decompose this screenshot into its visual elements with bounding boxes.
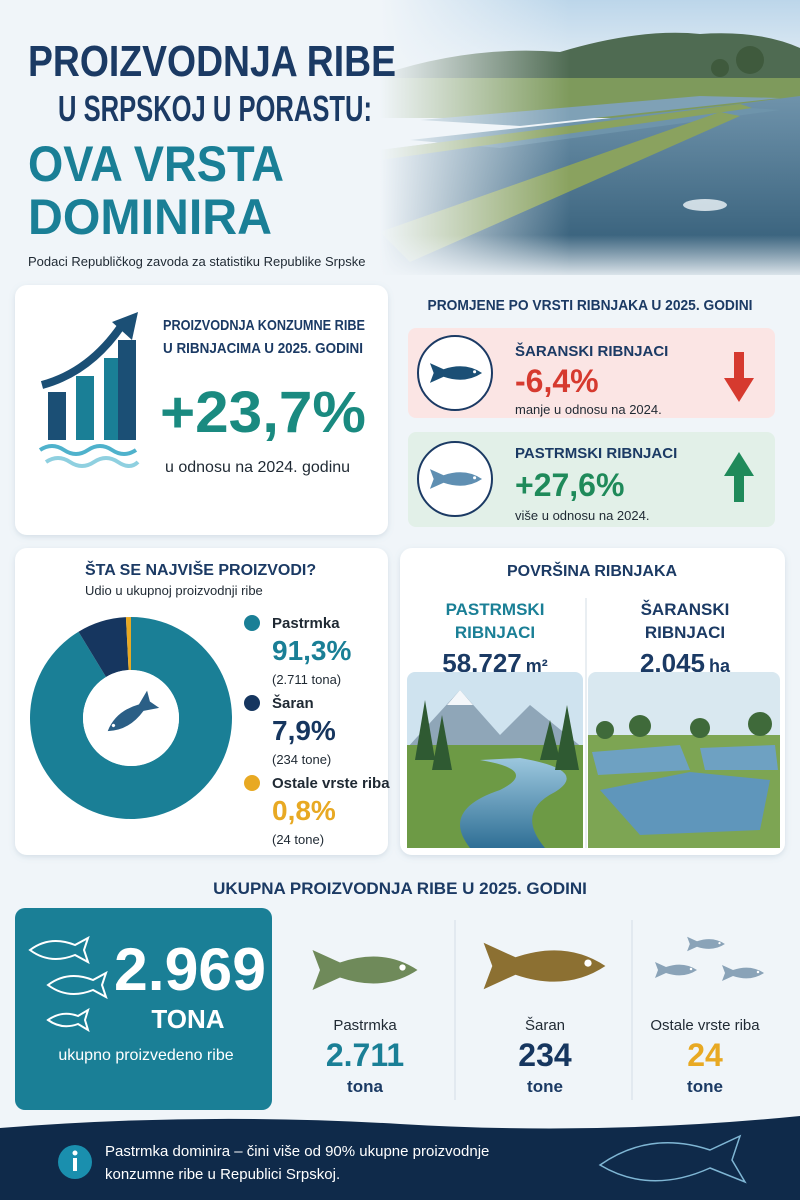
card-subtitle: Udio u ukupnoj proizvodnji ribe: [85, 583, 263, 598]
legend-value: 0,8%: [272, 795, 336, 826]
change-card: [408, 328, 775, 418]
area-name: ŠARANSKI: [641, 600, 730, 619]
fish-unit: tone: [687, 1077, 723, 1096]
up-arrow: [724, 452, 754, 502]
carp-illustration: [483, 942, 606, 990]
area-name: RIBNJACI: [645, 623, 725, 642]
area-name: RIBNJACI: [455, 623, 535, 642]
card-title: U RIBNJACIMA U 2025. GODINI: [163, 340, 363, 357]
change-card: [408, 432, 775, 527]
footer-text: Pastrmka dominira – čini više od 90% uku…: [105, 1143, 489, 1160]
area-unit: ha: [709, 656, 731, 676]
fish-amount: 24: [687, 1037, 723, 1073]
footer-text: konzumne ribe u Republici Srpskoj.: [105, 1166, 340, 1183]
trout-pond-illustration: [407, 672, 583, 848]
trout-illustration: [312, 950, 418, 990]
growth-icon: [38, 312, 140, 468]
donut-slice: [125, 617, 131, 671]
fish-unit: tona: [347, 1077, 383, 1096]
section-title: PROMJENE PO VRSTI RIBNJAKA U 2025. GODIN…: [428, 297, 753, 314]
small-fish-illustration: [655, 962, 697, 978]
donut-slice: [29, 617, 232, 819]
change-value: +27,6%: [515, 467, 624, 503]
change-note: manje u odnosu na 2024.: [515, 402, 662, 417]
legend-value: 7,9%: [272, 715, 336, 746]
card-title: ŠTA SE NAJVIŠE PROIZVODI?: [85, 560, 316, 579]
total-value: 2.969: [114, 936, 266, 1003]
total-note: ukupno proizvedeno ribe: [58, 1047, 233, 1064]
legend: Pastrmka 91,3% (2.711 tona) Šaran 7,9% (234 t…: [244, 615, 390, 847]
footer-fish: [598, 1134, 747, 1184]
section-title: UKUPNA PROIZVODNJA RIBE U 2025. GODINI: [213, 879, 587, 898]
growth-note: u odnosu na 2024. godinu: [165, 459, 350, 476]
header-photo: [380, 0, 800, 280]
title-line: U SRPSKOJ U PORASTU:: [58, 88, 372, 129]
fish-name: Šaran: [525, 1017, 565, 1034]
title-line: PROIZVODNJA RIBE: [28, 37, 396, 86]
legend-name: Ostale vrste riba: [272, 775, 390, 792]
fish-unit: tone: [527, 1077, 563, 1096]
growth-value: +23,7%: [160, 380, 366, 445]
legend-dot: [244, 775, 260, 791]
legend-name: Pastrmka: [272, 615, 340, 632]
legend-amount: (2.711 tona): [272, 672, 341, 687]
area-unit: m²: [526, 656, 548, 676]
legend-amount: (234 tone): [272, 752, 331, 767]
card-title: POVRŠINA RIBNJAKA: [507, 561, 678, 580]
change-name: PASTRMSKI RIBNJACI: [515, 445, 677, 462]
title-line: DOMINIRA: [28, 189, 272, 245]
change-value: -6,4%: [515, 363, 599, 399]
footer-band: [0, 1116, 800, 1200]
area-name: PASTRMSKI: [446, 600, 545, 619]
legend-dot: [244, 615, 260, 631]
total-unit: TONA: [151, 1004, 224, 1034]
card-title: PROIZVODNJA KONZUMNE RIBE: [163, 317, 365, 334]
total-box: [15, 908, 272, 1110]
fish-outlines: [28, 935, 108, 1033]
down-arrow: [724, 352, 754, 402]
fish-name: Ostale vrste riba: [650, 1017, 760, 1034]
info-icon: [58, 1145, 92, 1179]
fish-name: Pastrmka: [333, 1017, 397, 1034]
legend-name: Šaran: [272, 694, 314, 712]
change-name: ŠARANSKI RIBNJACI: [515, 342, 668, 360]
small-fish-illustration: [687, 936, 725, 952]
carp-pond-illustration: [588, 672, 780, 848]
small-fish-illustration: [722, 965, 764, 981]
legend-value: 91,3%: [272, 635, 351, 666]
fish-amount: 234: [518, 1037, 572, 1073]
legend-amount: (24 tone): [272, 832, 324, 847]
donut-slice: [78, 617, 129, 677]
title-line: OVA VRSTA: [28, 136, 284, 192]
donut-chart: [29, 617, 232, 819]
total-breakdown: Pastrmka 2.711 tona Šaran 234 tone Ostale vrst…: [326, 1017, 760, 1096]
source: Podaci Republičkog zavoda za statistiku …: [28, 254, 365, 269]
legend-dot: [244, 695, 260, 711]
fish-amount: 2.711: [326, 1037, 404, 1073]
change-note: više u odnosu na 2024.: [515, 508, 649, 523]
